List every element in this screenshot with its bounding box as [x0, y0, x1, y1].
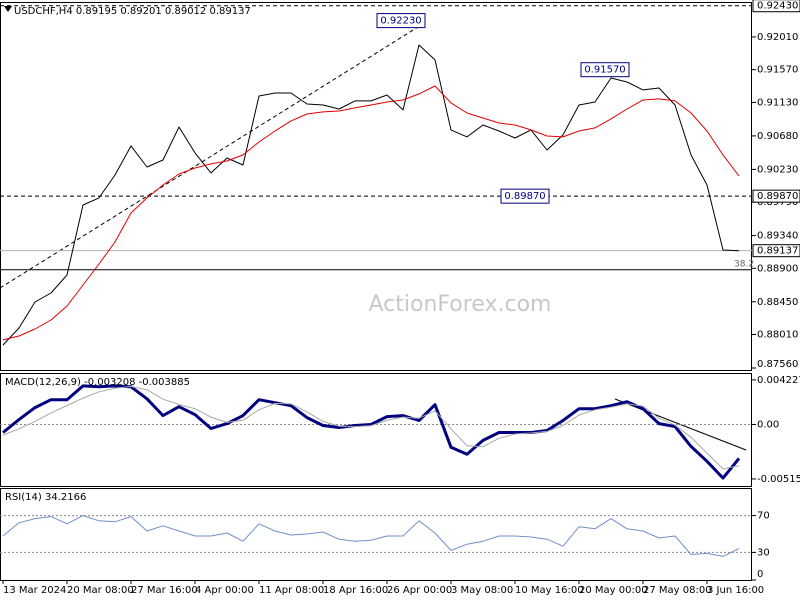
x-tick-label: 4 Apr 00:00	[195, 585, 254, 596]
annotation-label: 0.89870	[504, 191, 545, 202]
watermark: ActionForex.com	[369, 292, 552, 317]
y-tick-label: 0	[757, 569, 763, 580]
x-tick-label: 27 Mar 16:00	[131, 585, 198, 596]
x-tick-label: 20 May 00:00	[579, 585, 648, 596]
panel-title: USDCHF,H4 0.89195 0.89201 0.89012 0.8913…	[14, 6, 251, 17]
price-level-box	[752, 189, 800, 203]
x-tick-label: 20 Mar 08:00	[67, 585, 134, 596]
y-tick-label: 0.88010	[757, 330, 798, 341]
x-tick-label: 27 May 08:00	[643, 585, 712, 596]
x-tick-label: 10 May 16:00	[515, 585, 584, 596]
panel-title: MACD(12,26,9) -0.003208 -0.003885	[5, 377, 190, 388]
annotation-box	[500, 188, 550, 204]
x-tick-label: 18 Apr 16:00	[323, 585, 388, 596]
price-level-label: 0.92430	[757, 1, 798, 12]
panel-frame	[0, 2, 752, 371]
x-tick-label: 26 Apr 00:00	[387, 585, 452, 596]
series-line	[2, 44, 740, 346]
x-tick-label: 3 Jun 16:00	[707, 585, 764, 596]
y-tick-label: 0.90680	[757, 131, 798, 142]
menu-arrow	[4, 6, 12, 12]
x-tick-label: 11 Apr 08:00	[259, 585, 324, 596]
annotation-label: 0.91570	[584, 65, 625, 76]
series-line	[2, 85, 740, 341]
y-tick-label: 0.91570	[757, 65, 798, 76]
y-tick-label: 0.88900	[757, 263, 798, 274]
panel-frame	[0, 373, 752, 487]
price-level-label: 0.89137	[757, 246, 798, 257]
series-line	[2, 384, 741, 480]
series-line	[2, 515, 740, 557]
panel-frame	[0, 488, 752, 581]
fib-level-label: 38.2	[734, 259, 754, 269]
series-line	[2, 386, 740, 470]
x-tick-label: 13 Mar 2024	[3, 585, 66, 596]
y-tick-label: 70	[757, 511, 770, 522]
x-tick-label: 3 May 08:00	[451, 585, 513, 596]
y-tick-label: 0.87560	[757, 359, 798, 370]
price-level-box	[752, 244, 800, 258]
y-tick-label: 30	[757, 547, 770, 558]
y-tick-label: -0.005153	[757, 474, 800, 485]
annotation-box	[376, 13, 426, 29]
y-tick-label: 0.90230	[757, 164, 798, 175]
y-tick-label: 0.88450	[757, 297, 798, 308]
y-tick-label: 0.00	[757, 420, 779, 431]
panel-title: RSI(14) 34.2166	[5, 492, 86, 503]
y-tick-label: 0.91130	[757, 97, 798, 108]
y-tick-label: 0.89340	[757, 231, 798, 242]
y-tick-label: 0.004227	[757, 375, 800, 386]
price-level-label: 0.89870	[757, 191, 798, 202]
annotation-label: 0.92230	[380, 16, 421, 27]
y-tick-label: 0.92010	[757, 32, 798, 43]
annotation-box	[580, 62, 630, 78]
price-level-box	[752, 0, 800, 13]
